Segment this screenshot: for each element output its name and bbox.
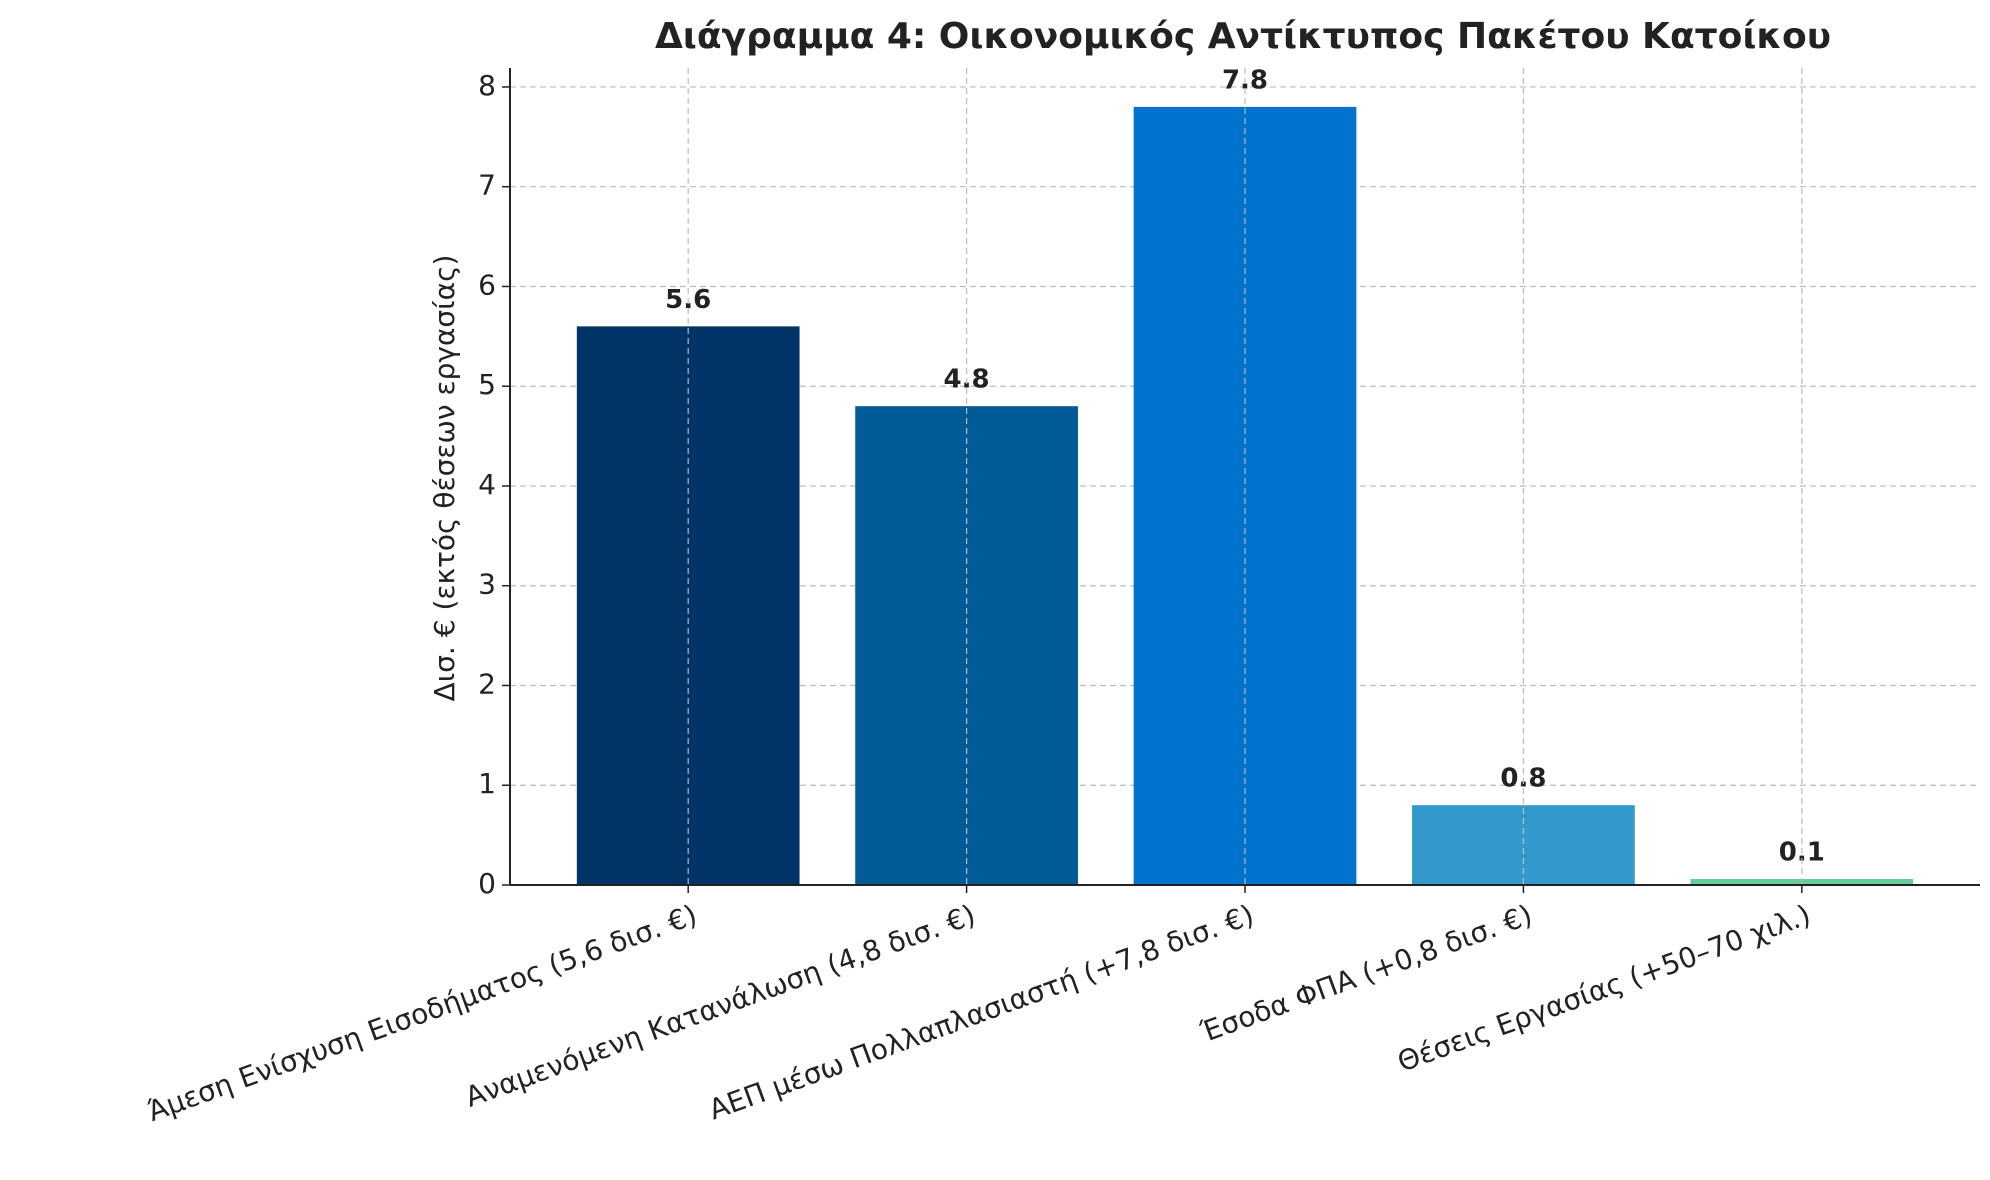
y-tick-label: 7: [478, 169, 496, 202]
bar: [855, 406, 1078, 885]
y-tick-label: 3: [478, 568, 496, 601]
y-tick-label: 5: [478, 368, 496, 401]
y-tick-label: 8: [478, 69, 496, 102]
x-tick-label: Άμεση Ενίσχυση Εισοδήματος (5,6 δισ. €): [143, 898, 701, 1128]
y-axis-label: Δισ. € (εκτός θέσεων εργασίας): [428, 255, 461, 702]
y-tick-label: 0: [478, 867, 496, 900]
x-tick-label: ΑΕΠ μέσω Πολλαπλασιαστή (+7,8 δισ. €): [704, 898, 1258, 1126]
y-tick-label: 1: [478, 767, 496, 800]
y-tick-label: 4: [478, 468, 496, 501]
chart-title: Διάγραμμα 4: Οικονομικός Αντίκτυπος Πακέ…: [655, 16, 1831, 57]
bar: [1133, 106, 1357, 885]
y-tick-label: 6: [478, 268, 496, 301]
x-tick-label: Αναμενόμενη Κατανάλωση (4,8 δισ. €): [461, 898, 980, 1114]
y-tick-label: 2: [478, 667, 496, 700]
